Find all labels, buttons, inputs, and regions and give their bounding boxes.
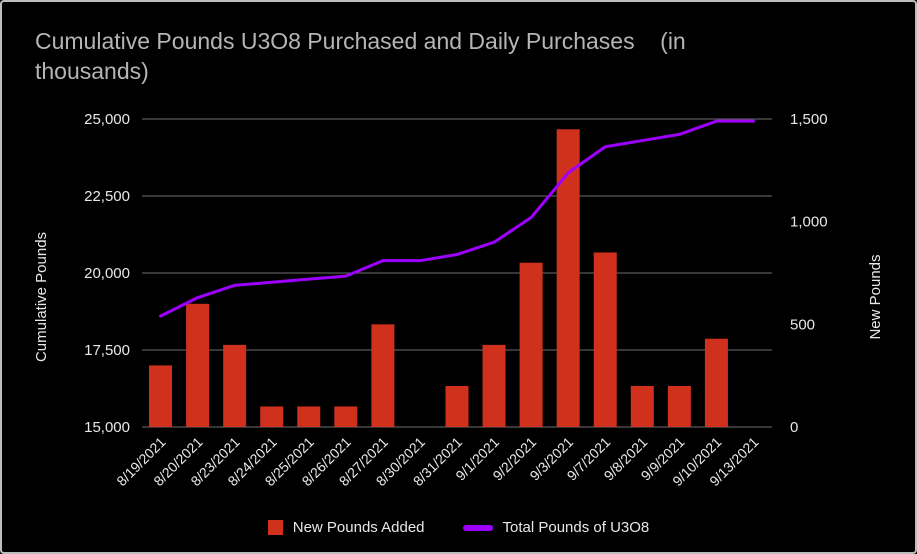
chart-legend: New Pounds Added Total Pounds of U3O8: [2, 519, 915, 536]
bar: [482, 344, 506, 427]
bar: [371, 324, 395, 427]
bar: [186, 303, 210, 427]
bar: [149, 365, 173, 427]
legend-item-bar-series: New Pounds Added: [267, 519, 425, 536]
left-axis-title: Cumulative Pounds: [33, 232, 50, 362]
left-axis-tick-label: 20,000: [84, 265, 130, 282]
bar: [260, 406, 284, 427]
axis-labels: 15,000 17,500 20,000 22,500 25,000 0 500 1,000 1…: [33, 111, 884, 489]
bar: [667, 385, 691, 427]
left-axis-tick-label: 17,500: [84, 342, 130, 359]
chart-title: Cumulative Pounds U3O8 Purchased and Dai…: [35, 28, 693, 85]
right-axis-tick-label: 0: [790, 419, 798, 436]
cumulative-line: [159, 119, 755, 318]
left-axis-tick-label: 25,000: [84, 111, 130, 128]
bar: [630, 385, 654, 427]
bar: [297, 406, 321, 427]
right-axis-tick-label: 1,500: [790, 111, 828, 128]
bar: [519, 262, 543, 427]
right-axis-tick-label: 500: [790, 316, 815, 333]
bar-series: [149, 129, 728, 427]
left-axis-tick-label: 22,500: [84, 188, 130, 205]
bar: [334, 406, 358, 427]
legend-label-line-series: Total Pounds of U3O8: [502, 519, 650, 536]
right-axis-tick-label: 1,000: [790, 214, 828, 231]
bar: [556, 129, 580, 427]
line-series-swatch-icon: [462, 524, 493, 531]
left-axis-tick-label: 15,000: [84, 419, 130, 436]
bar: [223, 344, 247, 427]
bar: [445, 385, 469, 427]
legend-label-bar-series: New Pounds Added: [292, 519, 425, 536]
bar: [593, 252, 617, 427]
line-series: [159, 119, 755, 318]
bar: [704, 338, 728, 427]
right-axis-title: New Pounds: [867, 254, 884, 339]
legend-item-line-series: Total Pounds of U3O8: [462, 519, 650, 536]
bar-series-swatch-icon: [267, 520, 283, 535]
